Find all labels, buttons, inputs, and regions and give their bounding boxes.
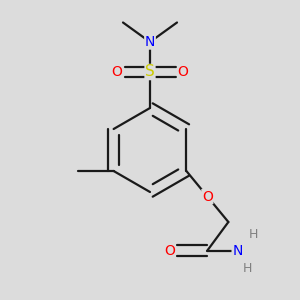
Text: O: O — [202, 190, 213, 203]
Text: O: O — [112, 65, 122, 79]
Text: N: N — [145, 35, 155, 49]
Text: H: H — [249, 227, 259, 241]
Text: O: O — [164, 244, 175, 257]
Text: H: H — [243, 262, 253, 275]
Text: N: N — [232, 244, 243, 257]
Text: S: S — [145, 64, 155, 80]
Text: O: O — [178, 65, 188, 79]
